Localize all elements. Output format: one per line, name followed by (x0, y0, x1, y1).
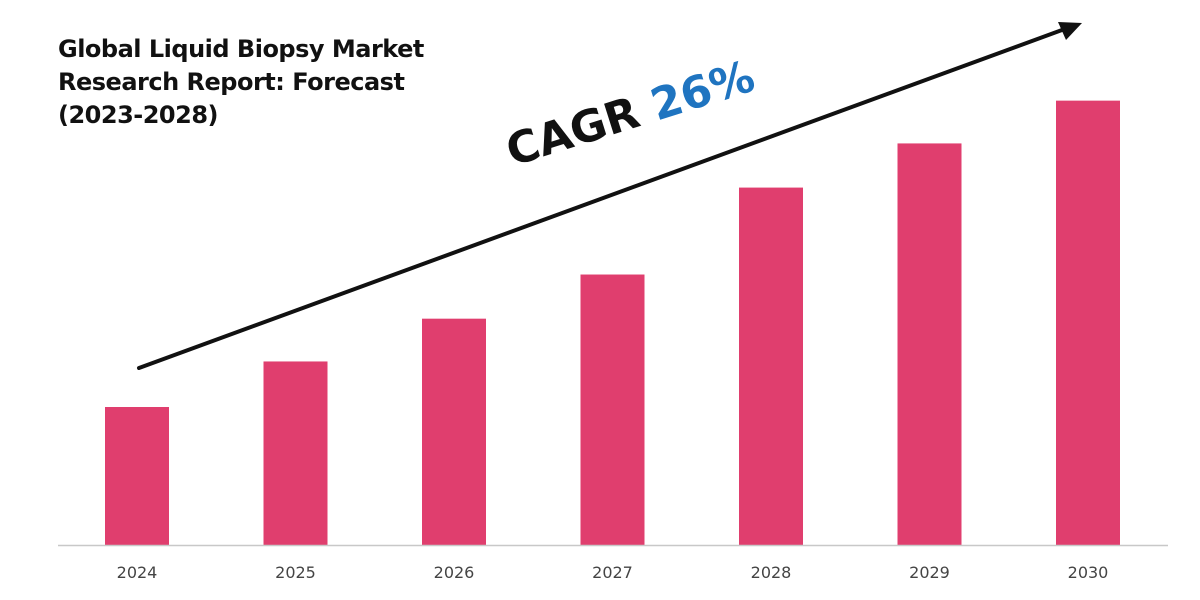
bars-group (105, 100, 1120, 546)
bar-2024 (105, 407, 169, 545)
trend-arrow-head (1058, 22, 1082, 40)
chart-title-line-1: Global Liquid Biopsy Market (58, 35, 424, 63)
x-tick-label: 2028 (751, 563, 792, 582)
trend-arrow-line (137, 28, 1064, 370)
x-tick-label: 2027 (592, 563, 633, 582)
bar-2027 (580, 274, 645, 545)
chart-title: Global Liquid Biopsy Market Research Rep… (58, 33, 478, 132)
trend-arrow (137, 22, 1082, 370)
x-tick-label: 2025 (275, 563, 316, 582)
x-tick-label: 2026 (434, 563, 475, 582)
x-tick-label: 2030 (1068, 563, 1109, 582)
chart-title-line-2: Research Report: Forecast (58, 68, 405, 96)
x-tick-labels: 2024 2025 2026 2027 2028 2029 2030 (117, 563, 1109, 582)
bar-2026 (422, 318, 486, 545)
chart-title-line-3: (2023-2028) (58, 101, 219, 129)
x-tick-label: 2029 (909, 563, 950, 582)
bar-2028 (739, 187, 803, 545)
bar-2029 (897, 143, 962, 546)
x-tick-label: 2024 (117, 563, 158, 582)
bar-2025 (263, 361, 328, 545)
bar-2030 (1056, 100, 1120, 545)
